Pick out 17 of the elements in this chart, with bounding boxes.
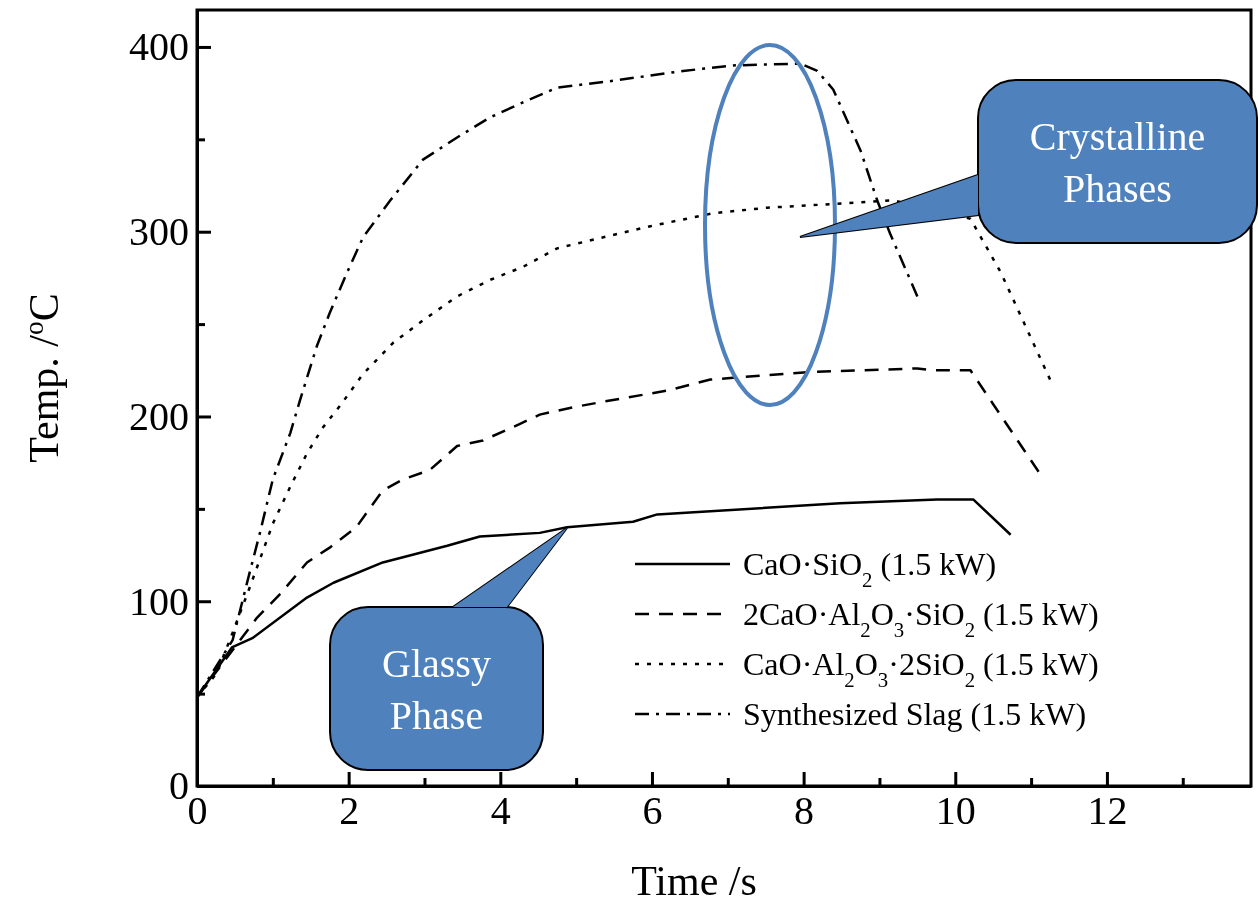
x-tick-label: 6 (642, 788, 663, 834)
y-tick-label: 400 (129, 24, 189, 70)
annotation: Glassy Phase (382, 640, 491, 738)
legend-label: CaO·SiO$_{2}$ (1.5 kW) (743, 546, 997, 591)
x-tick-label: 4 (490, 788, 511, 834)
legend-label: 2CaO·Al$_{2}$O$_{3}$·SiO$_{2}$ (1.5 kW) (743, 596, 1099, 641)
y-tick-label: 300 (129, 209, 189, 255)
y-tick-label: 200 (129, 393, 189, 439)
x-axis-title: Time /s (631, 858, 757, 904)
y-tick-label: 100 (129, 578, 189, 624)
annotation: Crystalline Phases (1029, 113, 1206, 211)
legend-label: CaO·Al$_{2}$O$_{3}$·2SiO$_{2}$ (1.5 kW) (743, 646, 1099, 691)
x-tick-label: 2 (339, 788, 360, 834)
legend-label: Synthesized Slag (1.5 kW) (743, 696, 1087, 732)
x-tick-label: 8 (794, 788, 815, 834)
x-tick-label: 12 (1087, 788, 1128, 834)
x-tick-label: 10 (935, 788, 976, 834)
